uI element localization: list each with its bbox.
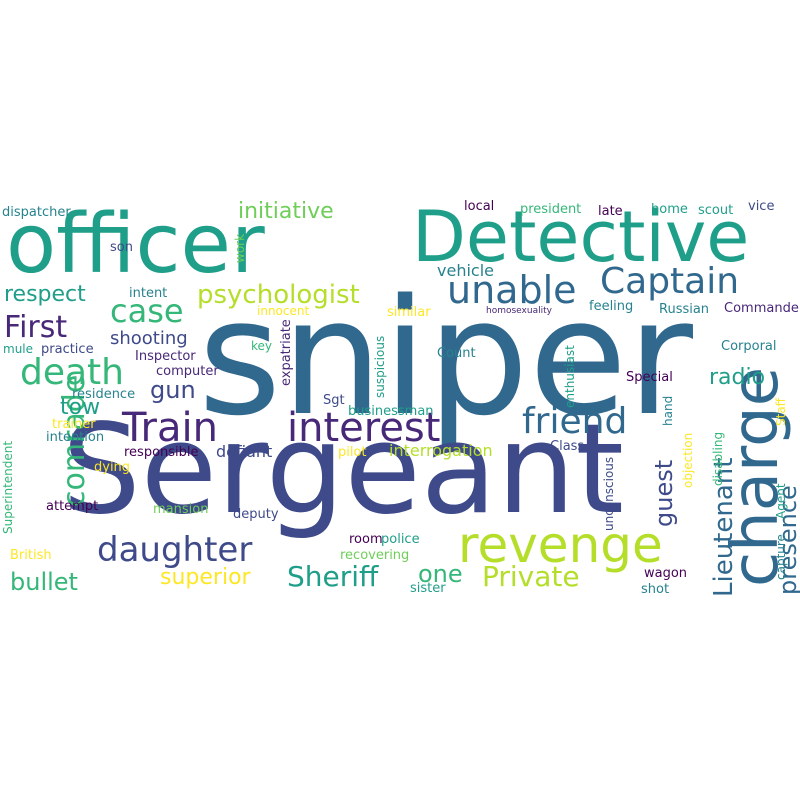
word-vice: vice [748, 199, 775, 214]
word-gun: gun [150, 376, 196, 404]
word-bullet: bullet [10, 568, 78, 596]
word-commander: Commander [724, 301, 800, 316]
word-home: home [651, 202, 688, 217]
word-wagon: wagon [644, 566, 688, 581]
word-interest: interest [287, 405, 441, 451]
word-sgt: Sgt [323, 393, 345, 408]
word-pilot: pilot [338, 445, 367, 460]
word-responsible: responsible [124, 445, 199, 460]
word-dying: dying [94, 460, 131, 475]
word-psychologist: psychologist [197, 280, 360, 310]
word-shooting: shooting [110, 328, 188, 349]
word-intent: intent [129, 286, 168, 301]
word-innocent: innocent [257, 304, 310, 318]
word-death: death [20, 352, 124, 393]
word-sister: sister [410, 581, 446, 596]
word-private: Private [482, 560, 580, 593]
word-defiant: defiant [216, 442, 273, 461]
word-captain: Captain [600, 261, 740, 302]
word-superior: superior [160, 565, 251, 590]
word-similar: similar [387, 305, 431, 320]
word-residence: residence [72, 387, 136, 402]
word-deputy: deputy [233, 507, 279, 522]
word-homosexuality: homosexuality [486, 306, 552, 316]
word-mule: mule [3, 342, 34, 356]
word-businessman: businessman [348, 404, 434, 419]
word-count: Count [437, 346, 476, 361]
word-respect: respect [4, 282, 86, 307]
word-radio: radio [709, 365, 766, 390]
word-friend: friend [522, 401, 628, 442]
word-initiative: initiative [238, 199, 334, 224]
word-key: key [251, 339, 273, 353]
word-local: local [464, 199, 495, 214]
word-train: Train [122, 405, 218, 451]
word-case: case [110, 292, 184, 330]
word-corporal: Corporal [721, 339, 777, 354]
word-objection: objection [681, 432, 695, 488]
word-vehicle: vehicle [437, 261, 494, 280]
word-scout: scout [698, 203, 734, 218]
word-sniper: sniper [198, 264, 693, 451]
word-late: late [598, 204, 623, 219]
word-class: Class [550, 439, 585, 454]
word-intention: intention [46, 430, 105, 445]
word-hand: hand [661, 395, 675, 426]
word-mansion: mansion [153, 502, 209, 517]
word-capture: capture [774, 534, 788, 580]
word-russian: Russian [659, 302, 710, 317]
word-sheriff: Sheriff [287, 560, 379, 593]
word-son: son [110, 240, 133, 255]
word-enthusiast: enthusiast [563, 345, 577, 408]
word-trainer: trainer [52, 417, 96, 432]
word-computer: computer [156, 364, 219, 379]
word-work: work [233, 233, 247, 263]
word-daughter: daughter [97, 530, 253, 570]
word-guest: guest [650, 459, 678, 527]
word-unable: unable [447, 268, 577, 312]
word-first: First [4, 310, 68, 345]
word-practice: practice [41, 342, 94, 357]
word-staff: Staff [774, 398, 788, 426]
word-superintendent: Superintendent [1, 440, 15, 534]
word-agent: Agent [774, 483, 788, 519]
word-revenge: revenge [458, 516, 663, 574]
word-british: British [10, 548, 52, 563]
word-room: room [349, 532, 383, 547]
word-one: one [418, 560, 463, 588]
word-sergeant: Sergeant [62, 398, 624, 542]
word-tow: tow [60, 395, 101, 420]
word-feeling: feeling [589, 299, 634, 314]
word-dispatcher: dispatcher [2, 205, 71, 220]
word-shot: shot [641, 582, 670, 597]
word-police: police [381, 532, 420, 547]
word-detective: Detective [412, 196, 750, 278]
word-interrogation: interrogation [389, 441, 493, 460]
word-disabling: disabling [711, 431, 725, 486]
word-unconscious: unconscious [602, 456, 616, 531]
word-expatriate: expatriate [279, 319, 294, 386]
word-special: Special [626, 370, 673, 385]
word-attempt: attempt [46, 499, 99, 514]
word-recovering: recovering [340, 548, 410, 563]
word-officer: officer [6, 197, 265, 292]
word-suspicious: suspicious [373, 335, 387, 398]
word-president: president [520, 202, 582, 217]
word-inspector: Inspector [135, 349, 196, 364]
